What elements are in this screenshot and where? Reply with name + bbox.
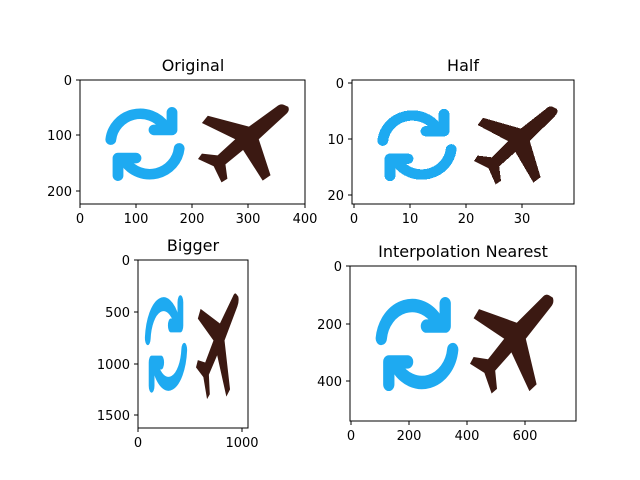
x-tick-label: 400 bbox=[293, 212, 318, 227]
y-tick-label: 200 bbox=[317, 318, 342, 333]
y-ticks: 0 100 200 bbox=[47, 74, 80, 200]
x-ticks: 0 200 400 600 bbox=[347, 421, 538, 444]
x-tick-label: 30 bbox=[514, 212, 531, 227]
sync-icon bbox=[148, 302, 184, 386]
panel-title: Bigger bbox=[167, 236, 220, 255]
y-tick-label: 20 bbox=[327, 189, 344, 204]
sync-icon bbox=[111, 112, 179, 175]
airplane-icon bbox=[470, 294, 554, 394]
airplane-icon bbox=[474, 106, 558, 185]
x-ticks: 0 100 200 300 400 bbox=[76, 204, 318, 227]
y-tick-label: 0 bbox=[336, 77, 344, 92]
x-tick-label: 0 bbox=[134, 436, 142, 451]
x-tick-label: 0 bbox=[347, 429, 355, 444]
x-tick-label: 100 bbox=[124, 212, 149, 227]
sync-icon bbox=[381, 304, 452, 385]
axes-frame bbox=[137, 259, 249, 429]
y-tick-label: 10 bbox=[327, 133, 344, 148]
x-tick-label: 1000 bbox=[225, 436, 258, 451]
x-tick-label: 200 bbox=[397, 429, 422, 444]
panel-bigger: Bigger 0 1000 0 500 1000 1500 bbox=[97, 236, 259, 451]
x-tick-label: 400 bbox=[455, 429, 480, 444]
panel-half: Half 0 10 20 30 0 10 20 bbox=[327, 56, 575, 227]
airplane-icon bbox=[196, 293, 239, 400]
panel-title: Half bbox=[447, 56, 479, 75]
panel-title: Original bbox=[162, 56, 225, 75]
x-ticks: 0 10 20 30 bbox=[350, 204, 530, 227]
y-tick-label: 0 bbox=[64, 74, 72, 89]
panel-title: Interpolation Nearest bbox=[378, 242, 548, 261]
y-tick-label: 0 bbox=[334, 260, 342, 275]
y-ticks: 0 500 1000 1500 bbox=[97, 254, 138, 424]
x-tick-label: 0 bbox=[350, 212, 358, 227]
image-content bbox=[383, 106, 558, 185]
x-tick-label: 600 bbox=[513, 429, 538, 444]
x-tick-label: 300 bbox=[236, 212, 261, 227]
y-tick-label: 1000 bbox=[97, 358, 130, 373]
sync-icon bbox=[383, 114, 451, 176]
airplane-icon bbox=[198, 104, 289, 183]
panel-original: Original 0 100 200 300 400 0 100 200 bbox=[47, 56, 317, 227]
panel-interpolation-nearest: Interpolation Nearest 0 200 400 600 0 20… bbox=[317, 242, 577, 444]
x-ticks: 0 1000 bbox=[134, 428, 259, 451]
y-ticks: 0 10 20 bbox=[327, 77, 352, 204]
axes-frame bbox=[351, 79, 575, 205]
y-tick-label: 400 bbox=[317, 375, 342, 390]
axes-frame bbox=[349, 265, 577, 422]
image-content bbox=[111, 104, 289, 183]
x-tick-label: 10 bbox=[402, 212, 419, 227]
y-tick-label: 100 bbox=[47, 129, 72, 144]
x-tick-label: 200 bbox=[180, 212, 205, 227]
y-tick-label: 0 bbox=[122, 254, 130, 269]
image-content bbox=[381, 294, 554, 394]
y-tick-label: 1500 bbox=[97, 409, 130, 424]
y-ticks: 0 200 400 bbox=[317, 260, 350, 390]
y-tick-label: 200 bbox=[47, 185, 72, 200]
image-content bbox=[148, 293, 239, 400]
x-tick-label: 20 bbox=[458, 212, 475, 227]
x-tick-label: 0 bbox=[76, 212, 84, 227]
y-tick-label: 500 bbox=[105, 306, 130, 321]
